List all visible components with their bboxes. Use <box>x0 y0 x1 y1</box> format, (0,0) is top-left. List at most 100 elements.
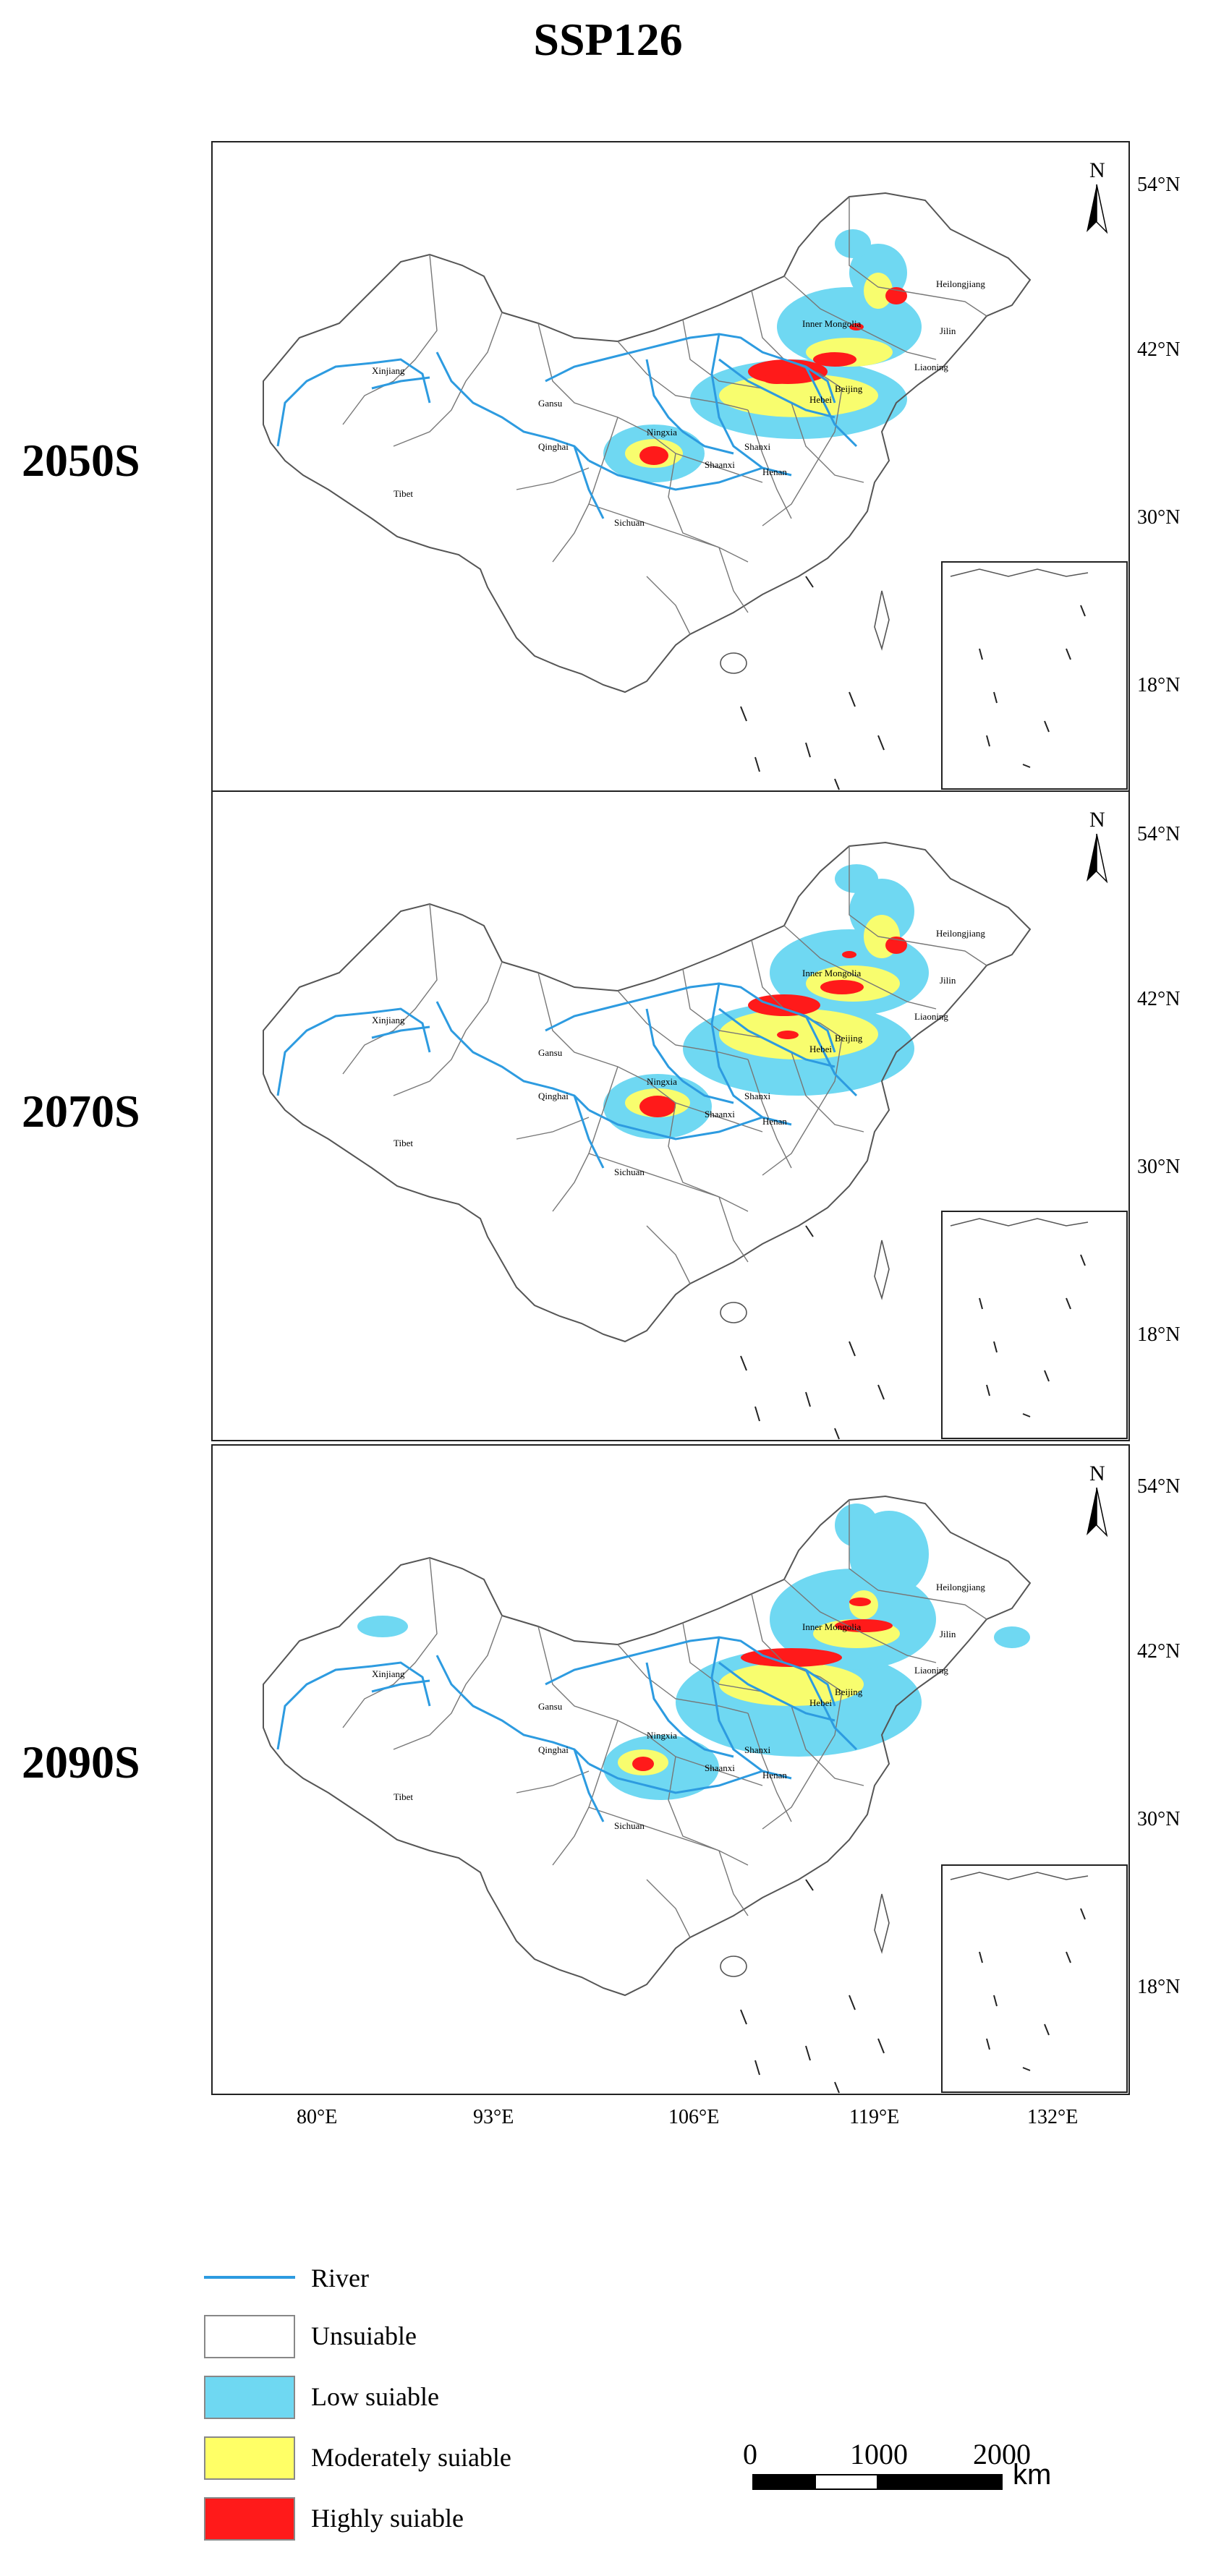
river-line <box>588 1109 763 1140</box>
scale-bar-graphic <box>752 2474 1003 2490</box>
low-suitability-patch <box>835 229 871 258</box>
province-label: Shanxi <box>744 441 771 452</box>
province-border <box>718 1850 749 1916</box>
province-border <box>393 1615 503 1750</box>
province-labels: Xinjiang Tibet Qinghai Gansu Sichuan Inner Mo… <box>372 1582 985 1831</box>
province-border <box>516 1117 590 1140</box>
scale-tick: 2000 <box>973 2438 1031 2470</box>
province-border <box>552 1066 618 1212</box>
province-border <box>646 576 691 635</box>
scale-tick: 0 <box>743 2438 757 2470</box>
north-arrow-shape <box>1096 184 1108 234</box>
north-arrow-label: N <box>1089 808 1105 832</box>
province-labels: Xinjiang Tibet Qinghai Gansu Sichuan Inner Mo… <box>372 928 985 1177</box>
high-suitability-patch <box>639 1096 676 1117</box>
river-line <box>371 1025 430 1039</box>
inset-dash <box>1044 1370 1050 1382</box>
province-label: Xinjiang <box>372 365 405 376</box>
province-border <box>552 417 618 563</box>
suitability-layer <box>357 1504 1030 1800</box>
river-swatch <box>204 2276 295 2279</box>
province-label: Beijing <box>835 1033 863 1044</box>
legend-label: Moderately suiable <box>311 2443 511 2472</box>
province-border <box>342 254 438 425</box>
inset-dash <box>1044 2023 1050 2036</box>
inset-dash <box>1022 2067 1031 2071</box>
lat-tick: 42°N <box>1137 988 1181 1010</box>
lat-tick: 18°N <box>1137 1323 1181 1346</box>
river-line <box>804 1015 858 1097</box>
high-swatch <box>204 2497 295 2541</box>
province-label: Shaanxi <box>705 459 735 470</box>
sea-boundary-dashes <box>740 1225 885 1440</box>
river-line <box>276 1661 431 1750</box>
south-china-sea-inset <box>941 561 1128 790</box>
high-suitability-patch <box>748 994 820 1016</box>
scale-unit: km <box>1013 2459 1052 2491</box>
map-panel-2050: Xinjiang Tibet Qinghai Gansu Sichuan Inner Mo… <box>211 141 1130 792</box>
south-china-sea-inset <box>941 1211 1128 1439</box>
inset-dash <box>979 1951 983 1963</box>
province-border <box>747 409 792 519</box>
period-label-2050: 2050S <box>22 435 140 486</box>
province-border <box>791 402 864 483</box>
sea-dash <box>740 1355 747 1371</box>
legend-label: Unsuiable <box>311 2321 417 2350</box>
province-label: Inner Mongolia <box>802 318 861 329</box>
province-border <box>668 1756 749 1866</box>
province-label: Henan <box>762 1116 787 1127</box>
sea-dash <box>877 735 885 751</box>
province-border <box>675 1756 763 1786</box>
period-label-2090: 2090S <box>22 1736 140 1788</box>
province-label: Xinjiang <box>372 1015 405 1025</box>
sea-dash <box>805 576 814 588</box>
sea-dash <box>754 1406 760 1422</box>
sea-dash <box>834 778 840 790</box>
country-outline <box>263 192 1032 694</box>
high-suitability-patch <box>639 446 668 465</box>
inset-dash <box>993 1995 998 2007</box>
north-arrow-icon: N <box>1087 158 1108 234</box>
province-label: Beijing <box>835 383 863 394</box>
province-label: Tibet <box>394 488 413 499</box>
sea-dash <box>834 2081 840 2094</box>
sea-dash <box>805 1879 814 1891</box>
lon-tick: 93°E <box>473 2106 514 2128</box>
province-border <box>747 1713 792 1822</box>
inset-dash <box>986 1384 990 1396</box>
province-label: Hebei <box>809 1044 832 1054</box>
suitability-layer <box>603 864 929 1139</box>
province-label: Inner Mongolia <box>802 1621 861 1632</box>
province-label: Hebei <box>809 394 832 405</box>
lat-tick: 30°N <box>1137 1808 1181 1830</box>
inset-dash <box>1080 1908 1086 1920</box>
high-suitability-patch <box>813 352 856 367</box>
province-border <box>588 503 720 548</box>
inset-dash <box>979 1297 983 1310</box>
high-suitability-patch <box>741 1648 842 1667</box>
province-label: Ningxia <box>647 1076 677 1087</box>
province-label: Shaanxi <box>705 1109 735 1119</box>
inset-dash <box>1066 648 1071 660</box>
high-suitability-patch <box>849 1598 871 1606</box>
unsuitable-swatch <box>204 2315 295 2358</box>
province-border <box>537 1626 676 1757</box>
legend-label: Low suiable <box>311 2382 439 2411</box>
province-label: Qinghai <box>538 1091 569 1101</box>
province-border <box>516 467 590 490</box>
river-line <box>710 333 792 477</box>
inset-dash <box>1022 764 1031 768</box>
inset-dash <box>1066 1297 1071 1310</box>
rivers-layer <box>276 982 858 1169</box>
river-line <box>573 1749 605 1822</box>
sea-dash <box>740 706 747 722</box>
north-arrow-label: N <box>1089 158 1105 182</box>
legend-label: Highly suiable <box>311 2504 464 2533</box>
lat-tick: 54°N <box>1137 174 1181 196</box>
country-outline <box>263 1495 1032 1997</box>
province-label: Xinjiang <box>372 1668 405 1679</box>
inset-dash <box>986 735 990 747</box>
north-arrow-shape <box>1096 833 1108 884</box>
province-label: Sichuan <box>614 1820 645 1831</box>
province-label: Shanxi <box>744 1091 771 1101</box>
